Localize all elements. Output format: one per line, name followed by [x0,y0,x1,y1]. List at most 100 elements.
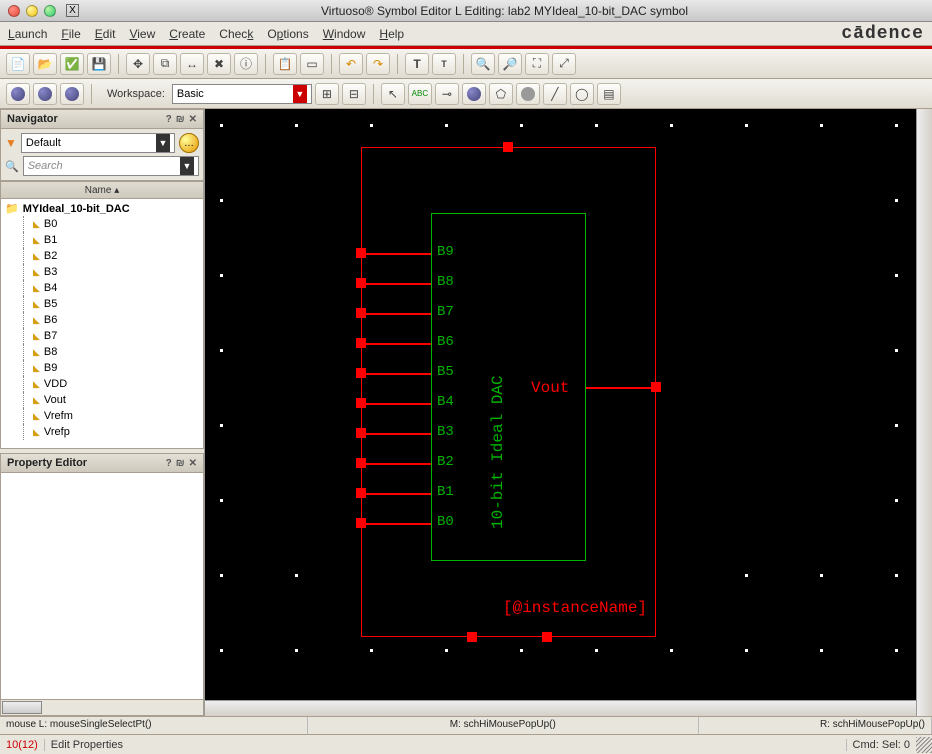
menu-create[interactable]: Create [169,27,205,41]
canvas[interactable]: B9B8B7B6B5B4B3B2B1B010-bit Ideal DACVout… [205,109,932,716]
minimize-icon[interactable] [26,5,38,17]
orb3-icon[interactable] [60,83,84,105]
search-input[interactable]: Search ▼ [23,156,199,176]
tree-item[interactable]: ◣B3 [1,264,203,280]
big-t-icon[interactable]: T [405,53,429,75]
check-save-icon[interactable]: ✅ [60,53,84,75]
line-tool-icon[interactable]: ╱ [543,83,567,105]
orb2-icon[interactable] [33,83,57,105]
panel-close-icon[interactable]: ✕ [189,458,197,469]
menu-launch[interactable]: Launch [8,27,47,41]
tree-column-header[interactable]: Name ▴ [0,181,204,199]
pin-label[interactable]: B3 [437,424,454,440]
pin-label[interactable]: B5 [437,364,454,380]
menu-window[interactable]: Window [323,27,366,41]
menu-edit[interactable]: Edit [95,27,116,41]
open-icon[interactable]: 📂 [33,53,57,75]
copy-icon[interactable]: ⧉ [153,53,177,75]
note-tool-icon[interactable]: ▤ [597,83,621,105]
pin-wire[interactable] [361,463,431,465]
resize-grip-icon[interactable] [916,737,932,753]
polygon-tool-icon[interactable]: ⬠ [489,83,513,105]
pin-wire[interactable] [361,433,431,435]
abc-icon[interactable]: ABC [408,83,432,105]
pin-square-top[interactable] [503,142,513,152]
orb1-icon[interactable] [6,83,30,105]
tree-item[interactable]: ◣B8 [1,344,203,360]
tree-item[interactable]: ◣B9 [1,360,203,376]
tree-root[interactable]: 📁 MYIdeal_10-bit_DAC [1,201,203,216]
undock-icon[interactable]: ₪ [176,114,185,125]
tree-item[interactable]: ◣B2 [1,248,203,264]
redo-icon[interactable]: ↷ [366,53,390,75]
pin-wire[interactable] [361,403,431,405]
h-scrollbar[interactable] [0,700,204,716]
pin-label[interactable]: B9 [437,244,454,260]
small-t-icon[interactable]: T [432,53,456,75]
pin-label[interactable]: B8 [437,274,454,290]
panel-close-icon[interactable]: ✕ [189,114,197,125]
ws-btn1-icon[interactable]: ⊞ [315,83,339,105]
info-icon[interactable]: ⓘ [234,53,258,75]
tree-item[interactable]: ◣Vout [1,392,203,408]
help-icon[interactable]: ? [166,458,172,469]
pin-tool-icon[interactable]: ⊸ [435,83,459,105]
menu-check[interactable]: Check [219,27,253,41]
tree-item[interactable]: ◣B6 [1,312,203,328]
tree-item[interactable]: ◣B0 [1,216,203,232]
circle-tool-icon[interactable] [462,83,486,105]
tree-item[interactable]: ◣B7 [1,328,203,344]
undo-icon[interactable]: ↶ [339,53,363,75]
vout-label[interactable]: Vout [531,379,569,397]
save-icon[interactable]: 💾 [87,53,111,75]
zoom-icon[interactable] [44,5,56,17]
zoom-sel-icon[interactable]: ⤢ [552,53,576,75]
tree-item[interactable]: ◣Vrefm [1,408,203,424]
pin-label[interactable]: B1 [437,484,454,500]
menu-file[interactable]: File [61,27,80,41]
menu-help[interactable]: Help [379,27,404,41]
pin-label[interactable]: B7 [437,304,454,320]
h-scrollbar[interactable] [205,700,916,716]
new-icon[interactable]: 📄 [6,53,30,75]
zoom-in-icon[interactable]: 🔍 [471,53,495,75]
pin-wire[interactable] [361,523,431,525]
filter-select[interactable]: Default ▼ [21,133,175,153]
pin-wire[interactable] [361,373,431,375]
move-icon[interactable]: ✥ [126,53,150,75]
pin-wire[interactable] [586,387,656,389]
pin-label[interactable]: B0 [437,514,454,530]
tree-item[interactable]: ◣B4 [1,280,203,296]
props-icon[interactable]: 📋 [273,53,297,75]
ellipse-tool-icon[interactable]: ◯ [570,83,594,105]
pin-square-bottom-0[interactable] [467,632,477,642]
pin-wire[interactable] [361,313,431,315]
help-icon[interactable]: ? [166,114,172,125]
tree-item[interactable]: ◣Vrefp [1,424,203,440]
ws-btn2-icon[interactable]: ⊟ [342,83,366,105]
zoom-out-icon[interactable]: 🔎 [498,53,522,75]
workspace-select[interactable]: Basic ▼ [172,84,312,104]
delete-icon[interactable]: ✖ [207,53,231,75]
rect-icon[interactable]: ▭ [300,53,324,75]
pin-square-bottom-1[interactable] [542,632,552,642]
ellipse-fill-icon[interactable] [516,83,540,105]
pin-label[interactable]: B6 [437,334,454,350]
pin-wire[interactable] [361,253,431,255]
select-icon[interactable]: ↖ [381,83,405,105]
pin-wire[interactable] [361,493,431,495]
menu-options[interactable]: Options [267,27,308,41]
navigator-tree[interactable]: 📁 MYIdeal_10-bit_DAC ◣B0◣B1◣B2◣B3◣B4◣B5◣… [0,199,204,449]
tree-item[interactable]: ◣B1 [1,232,203,248]
zoom-fit-icon[interactable]: ⛶ [525,53,549,75]
filter-options-icon[interactable]: … [179,133,199,153]
pin-label[interactable]: B2 [437,454,454,470]
undock-icon[interactable]: ₪ [176,458,185,469]
tree-item[interactable]: ◣B5 [1,296,203,312]
stretch-icon[interactable]: ↔ [180,53,204,75]
close-icon[interactable] [8,5,20,17]
tree-item[interactable]: ◣VDD [1,376,203,392]
pin-wire[interactable] [361,283,431,285]
symbol-label[interactable]: 10-bit Ideal DAC [489,375,507,529]
instance-name-label[interactable]: [@instanceName] [503,599,647,617]
